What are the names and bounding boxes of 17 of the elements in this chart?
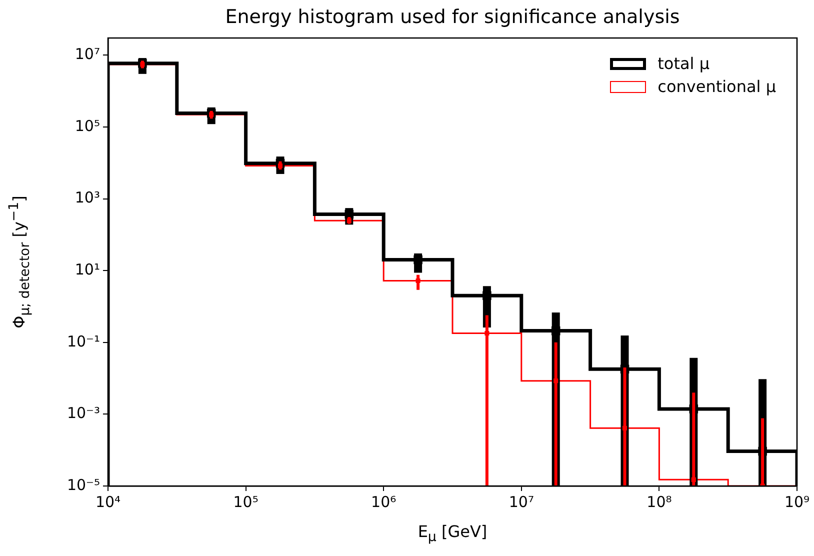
- chart-title: Energy histogram used for significance analysis: [224, 6, 681, 28]
- x-tick-label: 10⁴: [95, 492, 121, 511]
- x-axis-title: E$_{μ}$ [GeV]: [416, 522, 488, 546]
- x-tick-label: 10⁶: [371, 492, 396, 511]
- y-tick-label: 10⁻⁵: [66, 476, 100, 494]
- x-tick-label: 10⁹: [784, 492, 810, 511]
- y-tick-label: 10¹: [74, 260, 100, 278]
- x-tick-label: 10⁵: [233, 492, 258, 511]
- x-tick-label: 10⁷: [508, 492, 534, 511]
- x-tick-label: 10⁸: [646, 492, 672, 511]
- legend-label: conventional μ: [658, 77, 776, 96]
- y-tick-label: 10⁷: [74, 45, 100, 64]
- y-tick-label: 10⁵: [74, 116, 100, 135]
- y-tick-label: 10³: [74, 188, 100, 207]
- y-tick-label: 10⁻¹: [66, 332, 100, 350]
- y-tick-label: 10⁻³: [66, 404, 100, 422]
- legend-label: total μ: [658, 54, 710, 73]
